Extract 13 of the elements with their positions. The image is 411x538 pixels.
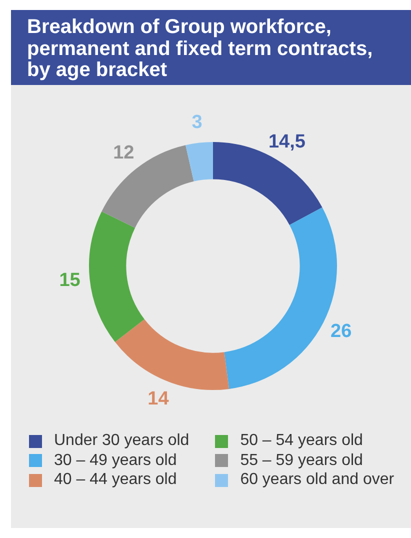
legend-label: 30 – 49 years old	[54, 452, 177, 470]
legend-label: 60 years old and over	[240, 471, 394, 490]
data-label: 26	[330, 320, 352, 342]
chart-title: Breakdown of Group workforce, permanent and fixed term contracts, by age bracket	[11, 10, 411, 85]
legend-label: 50 – 54 years old	[240, 432, 363, 450]
legend-label: 40 – 44 years old	[54, 471, 177, 490]
data-label: 14,5	[268, 132, 306, 153]
data-label: 14	[148, 388, 170, 410]
data-label: 3	[192, 112, 202, 134]
legend-label: Under 30 years old	[54, 432, 190, 450]
data-label: 12	[113, 142, 134, 164]
data-label: 15	[59, 270, 81, 291]
legend-label: 55 – 59 years old	[240, 452, 363, 470]
